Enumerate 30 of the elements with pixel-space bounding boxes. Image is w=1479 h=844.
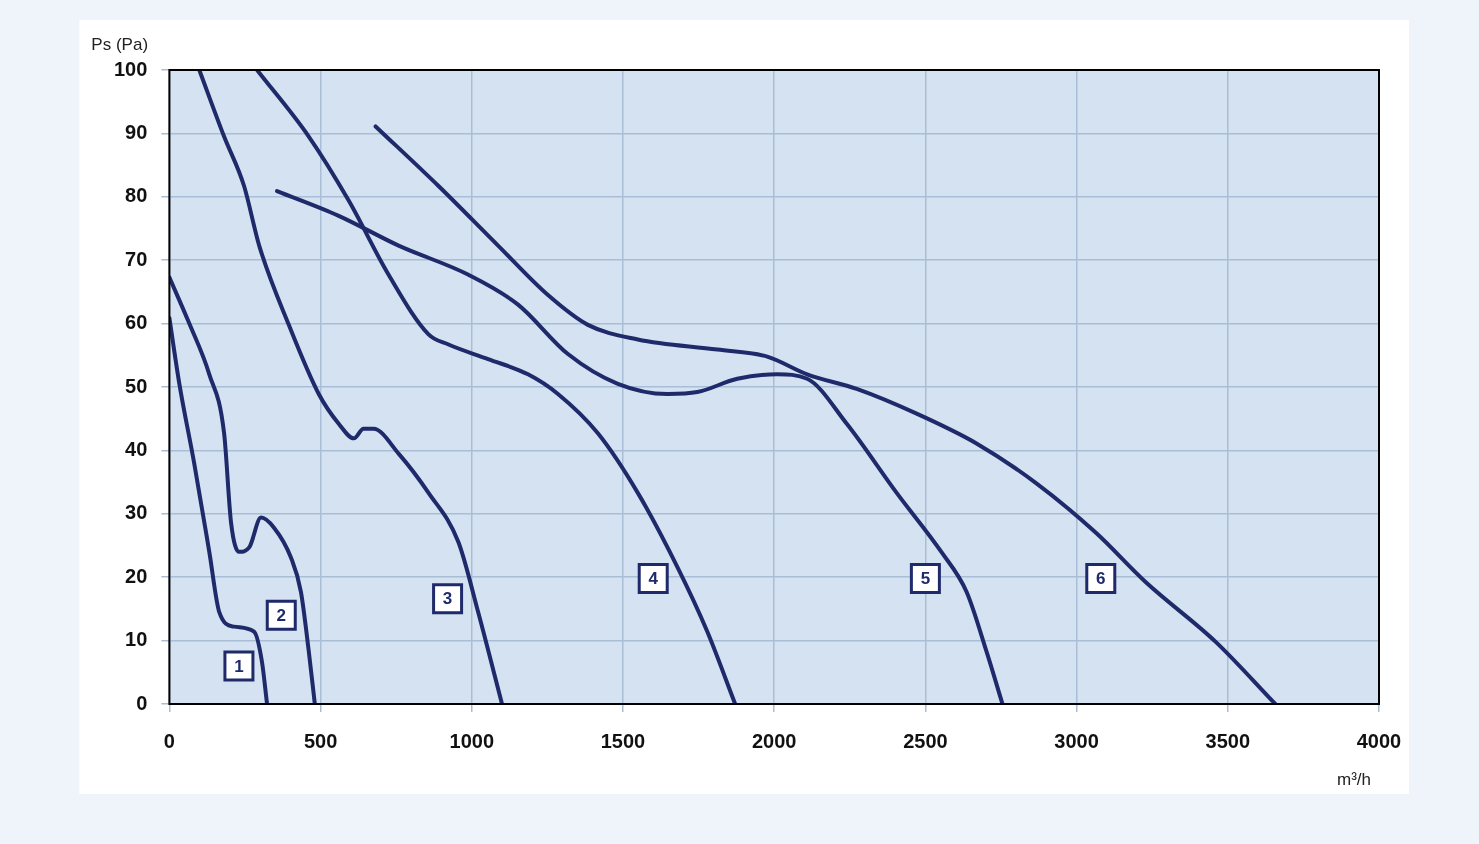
- x-tick-label: 2500: [903, 729, 948, 752]
- annotation: 1: [234, 656, 244, 676]
- y-axis-title: Ps (Pa): [91, 35, 149, 55]
- x-tick-label: 500: [303, 729, 338, 752]
- x-tick-label: 1500: [600, 729, 646, 752]
- line-series: [169, 275, 317, 704]
- annotation: 5: [920, 569, 931, 589]
- line-series: [169, 315, 270, 704]
- y-tick-label: 10: [125, 628, 148, 651]
- y-tick-label: 80: [125, 184, 148, 207]
- x-tick-label: 3000: [1054, 729, 1099, 752]
- annotation: 4: [648, 569, 659, 589]
- y-tick-label: 50: [125, 374, 148, 397]
- x-tick-label: 2000: [751, 729, 797, 752]
- y-tick-label: 100: [113, 57, 148, 80]
- y-tick-label: 60: [125, 311, 148, 334]
- annotation: 2: [276, 605, 286, 625]
- x-tick-label: 1000: [449, 729, 495, 752]
- y-tick-label: 40: [125, 437, 148, 460]
- x-tick-label: 0: [163, 729, 175, 752]
- x-tick-label: 3500: [1205, 729, 1251, 752]
- x-axis-title: m³/h: [1337, 770, 1371, 790]
- annotation: 6: [1096, 569, 1106, 589]
- x-tick-label: 4000: [1356, 729, 1402, 752]
- annotation: 3: [442, 589, 453, 609]
- y-tick-label: 90: [125, 120, 148, 143]
- y-tick-label: 0: [136, 691, 148, 714]
- y-tick-label: 70: [125, 247, 148, 270]
- y-tick-label: 20: [125, 564, 148, 587]
- y-tick-label: 30: [125, 501, 148, 524]
